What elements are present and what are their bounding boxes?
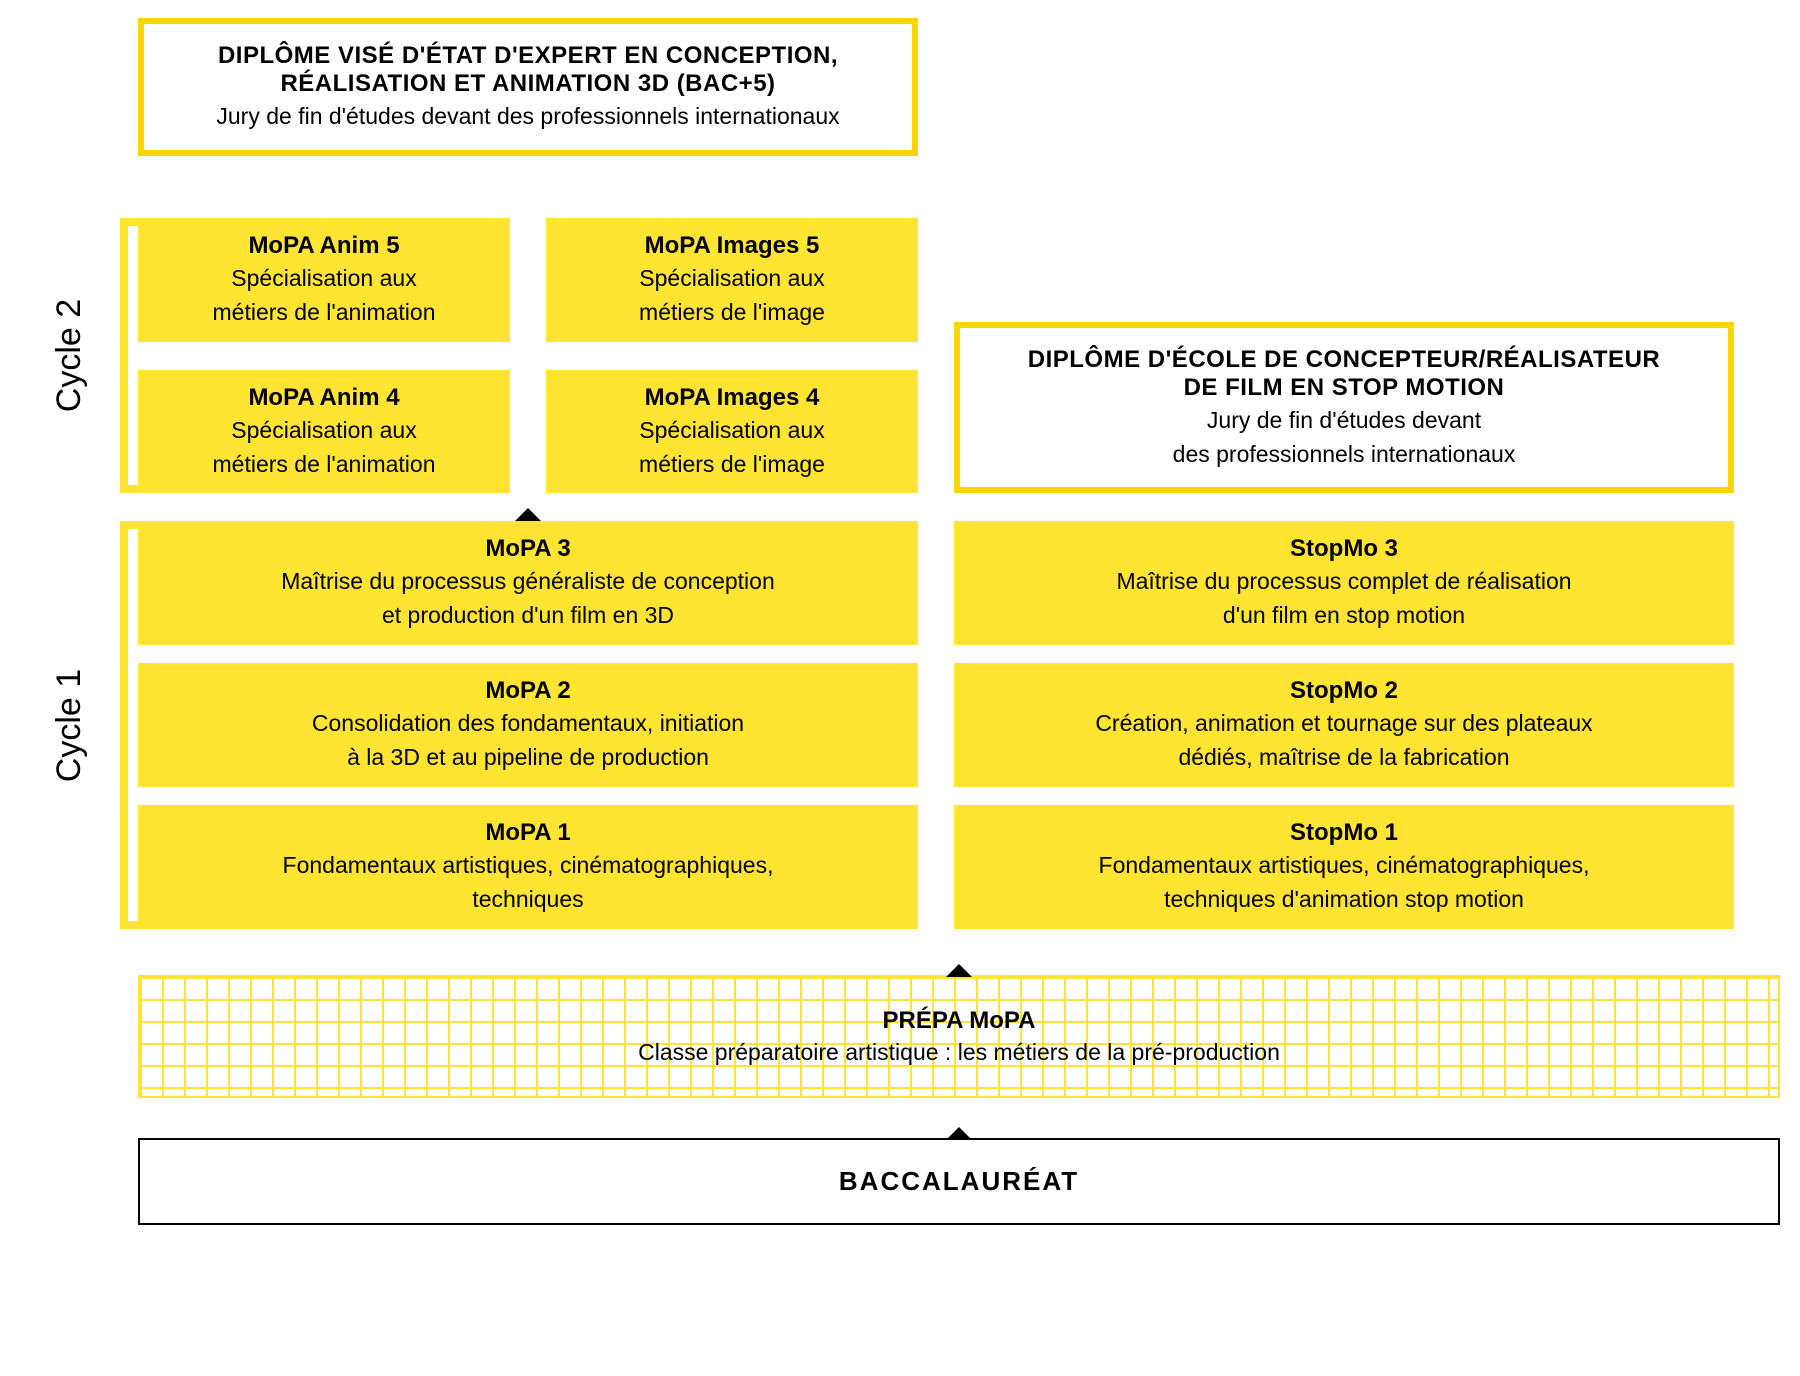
arrow-up-icon (946, 1127, 972, 1140)
diploma-row-top: DIPLÔME VISÉ D'ÉTAT D'EXPERT EN CONCEPTI… (20, 18, 1780, 156)
item-title: MoPA 3 (158, 535, 898, 563)
item-title: MoPA Images 5 (566, 232, 898, 260)
item-sub: Spécialisation aux (158, 416, 490, 446)
diploma-title: DIPLÔME D'ÉCOLE DE CONCEPTEUR/RÉALISATEU… (984, 346, 1704, 374)
stopmo1-box: StopMo 1 Fondamentaux artistiques, ciném… (954, 805, 1734, 929)
mopa-images4-box: MoPA Images 4 Spécialisation aux métiers… (546, 370, 918, 494)
mopa3-box: MoPA 3 Maîtrise du processus généraliste… (138, 521, 918, 645)
item-title: MoPA 2 (158, 677, 898, 705)
prepa-box: PRÉPA MoPA Classe préparatoire artistiqu… (138, 975, 1780, 1098)
cycle1-label: Cycle 1 (51, 668, 90, 781)
mopa-anim4-box: MoPA Anim 4 Spécialisation aux métiers d… (138, 370, 510, 494)
item-sub: Fondamentaux artistiques, cinématographi… (158, 851, 898, 881)
arrow-up-icon (515, 508, 541, 521)
item-sub: Spécialisation aux (158, 264, 490, 294)
diploma-box-stopmotion: DIPLÔME D'ÉCOLE DE CONCEPTEUR/RÉALISATEU… (954, 322, 1734, 494)
item-sub: Spécialisation aux (566, 416, 898, 446)
item-sub2: métiers de l'animation (158, 450, 490, 480)
item-title: MoPA Anim 4 (158, 384, 490, 412)
stopmo3-box: StopMo 3 Maîtrise du processus complet d… (954, 521, 1734, 645)
item-sub2: métiers de l'image (566, 450, 898, 480)
item-title: StopMo 3 (974, 535, 1714, 563)
diploma-title: DIPLÔME VISÉ D'ÉTAT D'EXPERT EN CONCEPTI… (168, 42, 888, 70)
item-sub: Fondamentaux artistiques, cinématographi… (974, 851, 1714, 881)
item-title: MoPA Anim 5 (158, 232, 490, 260)
item-sub2: métiers de l'image (566, 298, 898, 328)
mopa2-box: MoPA 2 Consolidation des fondamentaux, i… (138, 663, 918, 787)
bac-box: BACCALAURÉAT (138, 1138, 1780, 1225)
prepa-title: PRÉPA MoPA (160, 1007, 1758, 1035)
mopa1-box: MoPA 1 Fondamentaux artistiques, cinémat… (138, 805, 918, 929)
item-title: MoPA 1 (158, 819, 898, 847)
item-sub2: techniques (158, 885, 898, 915)
arrow-up-icon (946, 964, 972, 977)
diploma-title-2: DE FILM EN STOP MOTION (984, 374, 1704, 402)
mopa-images5-box: MoPA Images 5 Spécialisation aux métiers… (546, 218, 918, 342)
item-sub: Maîtrise du processus généraliste de con… (158, 567, 898, 597)
diploma-sub: Jury de fin d'études devant des professi… (168, 102, 888, 132)
item-title: StopMo 1 (974, 819, 1714, 847)
stopmo2-box: StopMo 2 Création, animation et tournage… (954, 663, 1734, 787)
diploma-sub2: des professionnels internationaux (984, 440, 1704, 470)
curriculum-diagram: DIPLÔME VISÉ D'ÉTAT D'EXPERT EN CONCEPTI… (20, 18, 1780, 1225)
cycle2-row: Cycle 2 MoPA Anim 5 Spécialisation aux m… (20, 218, 1780, 494)
bac-row: BACCALAURÉAT (20, 1138, 1780, 1225)
item-sub: Consolidation des fondamentaux, initiati… (158, 709, 898, 739)
item-sub: Spécialisation aux (566, 264, 898, 294)
item-sub2: et production d'un film en 3D (158, 601, 898, 631)
item-sub2: techniques d'animation stop motion (974, 885, 1714, 915)
mopa-anim5-box: MoPA Anim 5 Spécialisation aux métiers d… (138, 218, 510, 342)
item-title: MoPA Images 4 (566, 384, 898, 412)
item-sub: Création, animation et tournage sur des … (974, 709, 1714, 739)
item-sub2: d'un film en stop motion (974, 601, 1714, 631)
item-title: StopMo 2 (974, 677, 1714, 705)
cycle1-row: Cycle 1 MoPA 3 Maîtrise du processus gén… (20, 521, 1780, 928)
diploma-title-2: RÉALISATION ET ANIMATION 3D (BAC+5) (168, 70, 888, 98)
item-sub2: dédiés, maîtrise de la fabrication (974, 743, 1714, 773)
diploma-sub1: Jury de fin d'études devant (984, 406, 1704, 436)
diploma-box-3d: DIPLÔME VISÉ D'ÉTAT D'EXPERT EN CONCEPTI… (138, 18, 918, 156)
item-sub: Maîtrise du processus complet de réalisa… (974, 567, 1714, 597)
bac-title: BACCALAURÉAT (166, 1166, 1752, 1197)
prepa-sub: Classe préparatoire artistique : les mét… (160, 1039, 1758, 1066)
item-sub2: métiers de l'animation (158, 298, 490, 328)
prepa-row: PRÉPA MoPA Classe préparatoire artistiqu… (20, 975, 1780, 1098)
item-sub2: à la 3D et au pipeline de production (158, 743, 898, 773)
cycle2-label: Cycle 2 (51, 299, 90, 412)
